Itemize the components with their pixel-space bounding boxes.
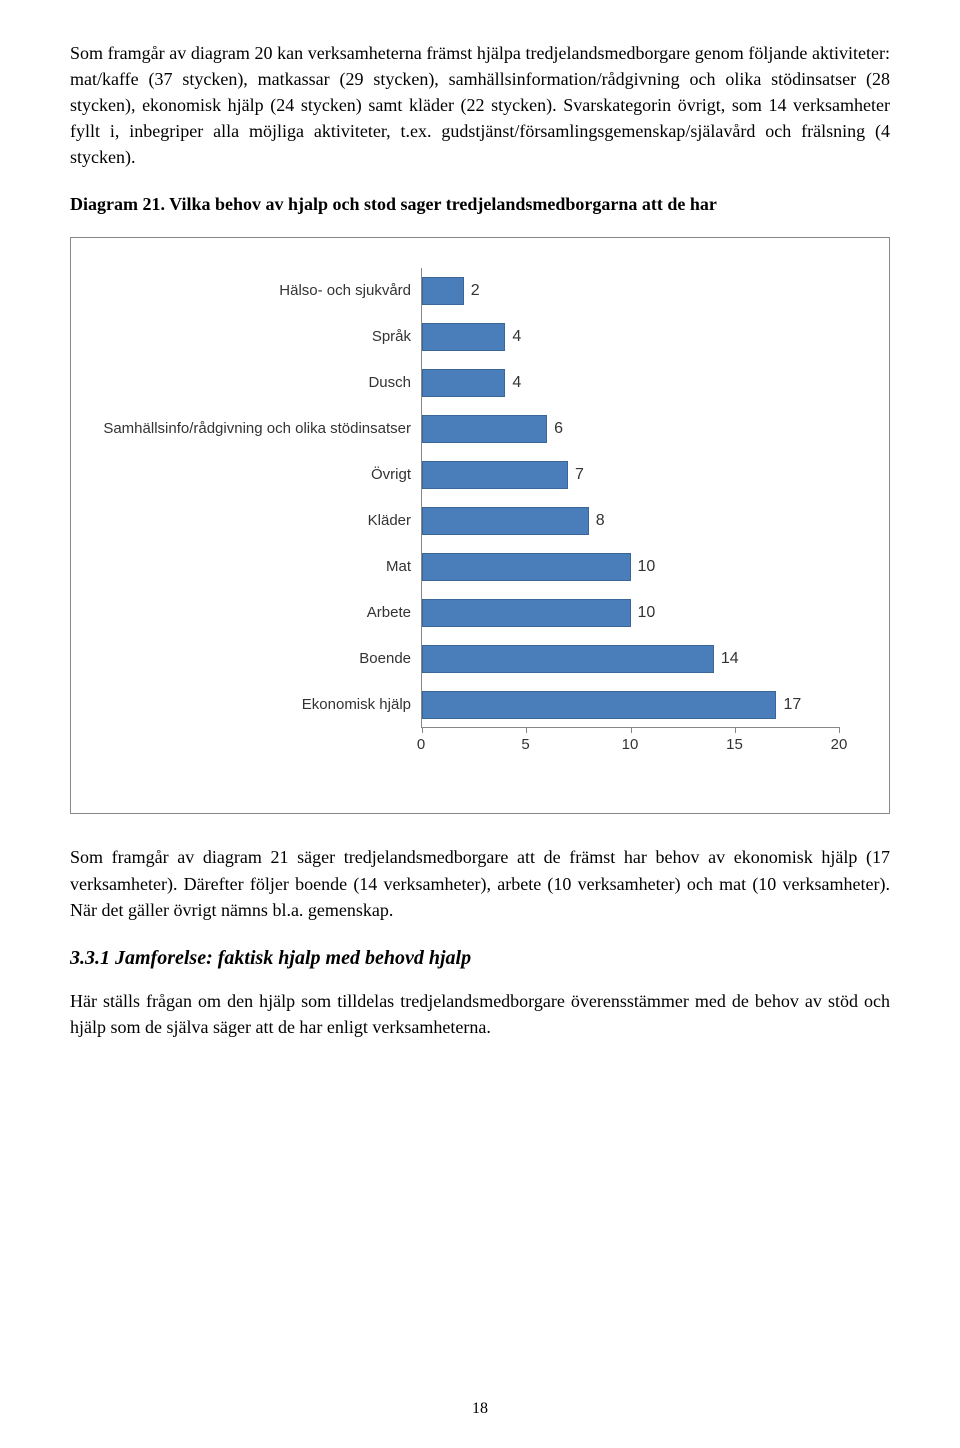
category-label: Boende: [101, 651, 411, 668]
x-tick-label: 0: [417, 736, 425, 753]
bar: 2: [422, 277, 464, 305]
bar-row: 17: [422, 691, 839, 719]
x-tick: [526, 727, 527, 733]
diagram-title: Diagram 21. Vilka behov av hjalp och sto…: [70, 194, 890, 215]
bar-value: 10: [638, 558, 656, 576]
bar-value: 6: [554, 420, 563, 438]
bar-row: 7: [422, 461, 839, 489]
category-label: Dusch: [101, 375, 411, 392]
bar: 10: [422, 553, 631, 581]
bar-value: 14: [721, 650, 739, 668]
page-number: 18: [472, 1400, 488, 1418]
bar-value: 17: [783, 696, 801, 714]
bar-row: 6: [422, 415, 839, 443]
chart-area: 24467810101417 05101520Hälso- och sjukvå…: [421, 268, 839, 788]
bar: 17: [422, 691, 776, 719]
paragraph-1: Som framgår av diagram 20 kan verksamhet…: [70, 40, 890, 170]
chart-plot: 24467810101417: [421, 268, 839, 728]
bar-row: 14: [422, 645, 839, 673]
x-tick: [422, 727, 423, 733]
bar: 10: [422, 599, 631, 627]
bar: 14: [422, 645, 714, 673]
bar: 8: [422, 507, 589, 535]
category-label: Hälso- och sjukvård: [101, 283, 411, 300]
category-label: Kläder: [101, 513, 411, 530]
bar-value: 8: [596, 512, 605, 530]
bar: 7: [422, 461, 568, 489]
x-tick: [735, 727, 736, 733]
bar-value: 4: [512, 328, 521, 346]
category-label: Övrigt: [101, 467, 411, 484]
chart-container: 24467810101417 05101520Hälso- och sjukvå…: [70, 237, 890, 814]
section-heading: 3.3.1 Jamforelse: faktisk hjalp med beho…: [70, 947, 890, 970]
x-tick: [631, 727, 632, 733]
bar-row: 10: [422, 599, 839, 627]
bar-value: 4: [512, 374, 521, 392]
category-label: Samhällsinfo/rådgivning och olika stödin…: [101, 421, 411, 438]
bar-row: 8: [422, 507, 839, 535]
bar-row: 4: [422, 369, 839, 397]
bar: 4: [422, 369, 505, 397]
category-label: Ekonomisk hjälp: [101, 697, 411, 714]
x-tick-label: 10: [622, 736, 639, 753]
bar-value: 10: [638, 604, 656, 622]
category-label: Mat: [101, 559, 411, 576]
category-label: Arbete: [101, 605, 411, 622]
bar-row: 2: [422, 277, 839, 305]
x-tick-label: 15: [726, 736, 743, 753]
x-tick-label: 5: [521, 736, 529, 753]
bar: 6: [422, 415, 547, 443]
bar: 4: [422, 323, 505, 351]
paragraph-2: Som framgår av diagram 21 säger tredjela…: [70, 844, 890, 922]
paragraph-3: Här ställs frågan om den hjälp som tilld…: [70, 988, 890, 1040]
category-label: Språk: [101, 329, 411, 346]
bar-value: 2: [471, 282, 480, 300]
bar-row: 4: [422, 323, 839, 351]
bar-value: 7: [575, 466, 584, 484]
x-tick-label: 20: [831, 736, 848, 753]
bar-row: 10: [422, 553, 839, 581]
x-tick: [839, 727, 840, 733]
